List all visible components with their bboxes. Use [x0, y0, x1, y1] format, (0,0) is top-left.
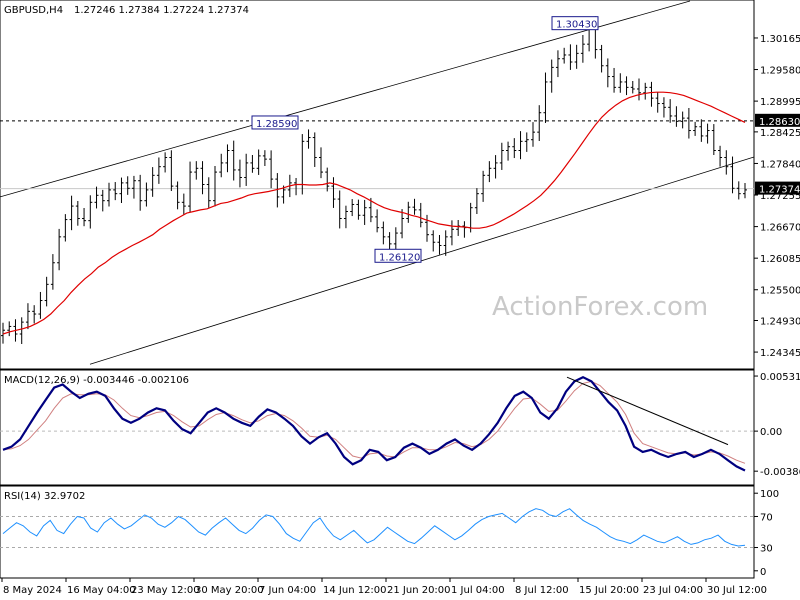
ohlc-readout: 1.27246 1.27384 1.27224 1.27374 [74, 5, 249, 16]
price-annotation-label: 1.30430 [556, 20, 597, 31]
macd-tick-label: 0.005313 [760, 372, 800, 383]
time-tick-label: 8 Jul 12:00 [515, 585, 569, 596]
time-tick-label: 23 Jul 04:00 [643, 585, 703, 596]
macd-signal-line [2, 380, 746, 464]
price-tick-label: 1.24345 [760, 348, 800, 359]
price-tick-label: 1.30165 [760, 34, 800, 45]
moving-average-line [2, 91, 746, 335]
rsi-tick-label: 30 [760, 544, 773, 555]
price-panel-title: GBPUSD,H4 [4, 5, 63, 16]
macd-title: MACD(12,26,9) -0.003446 -0.002106 [4, 375, 189, 386]
price-annotation-label: 1.28590 [256, 119, 297, 130]
time-tick-label: 15 Jul 20:00 [579, 585, 639, 596]
price-tick-label: 1.28425 [760, 128, 800, 139]
trend-channel [0, 0, 755, 365]
rsi-line [2, 508, 746, 547]
rsi-panel: 100 70 30 0 RSI(14) 32.9702 [0, 485, 779, 579]
price-tick-label: 1.25500 [760, 286, 800, 297]
rsi-panel-frame [0, 485, 755, 579]
time-tick-label: 30 Jul 12:00 [707, 585, 767, 596]
price-annotations: 1.30430 1.28590 1.26120 [251, 16, 599, 263]
price-tick-label: 1.27255 [760, 191, 800, 202]
price-axis: 1.30165 1.29580 1.28995 1.28425 1.27840 1.272… [754, 34, 800, 359]
time-tick-label: 30 May 20:00 [195, 585, 264, 596]
macd-axis: 0.005313 0.00 -0.003863 [754, 372, 800, 478]
channel-lower-line [89, 156, 755, 365]
channel-upper-line [0, 0, 691, 198]
level-box [755, 113, 800, 127]
rsi-tick-label: 0 [760, 567, 766, 578]
price-panel: ActionForex.com 1.30165 1.29580 1.28995 1.2… [0, 0, 800, 370]
time-tick-label: 1 Jul 04:00 [451, 585, 505, 596]
price-annotation-box [551, 16, 599, 31]
time-tick-label: 8 May 2024 [3, 585, 62, 596]
time-tick-label: 16 May 04:00 [67, 585, 136, 596]
price-tick-label: 1.28995 [760, 97, 800, 108]
macd-tick-label: 0.00 [760, 427, 782, 438]
price-tick-label: 1.24930 [760, 317, 800, 328]
rsi-title: RSI(14) 32.9702 [4, 491, 85, 502]
watermark: ActionForex.com [492, 292, 708, 322]
price-panel-frame [0, 0, 755, 370]
macd-trendline [566, 376, 729, 446]
rsi-axis: 100 70 30 0 [0, 489, 779, 578]
time-tick-label: 21 Jun 20:00 [387, 585, 451, 596]
price-annotation-label: 1.26120 [379, 252, 420, 263]
current-price-label: 1.27374 [759, 185, 800, 196]
macd-main-line [2, 375, 746, 472]
level-lines: 1.27374 1.28630 [0, 113, 800, 196]
time-tick-label: 23 May 12:00 [131, 585, 200, 596]
time-tick-label: 7 Jun 04:00 [259, 585, 316, 596]
macd-tick-label: -0.003863 [760, 467, 800, 478]
rsi-tick-label: 100 [760, 489, 779, 500]
price-annotation-box [251, 115, 299, 130]
time-tick-label: 14 Jun 12:00 [323, 585, 387, 596]
price-tick-label: 1.29580 [760, 66, 800, 77]
price-tick-label: 1.26670 [760, 223, 800, 234]
level-label: 1.28630 [759, 117, 800, 128]
rsi-tick-label: 70 [760, 512, 773, 523]
price-tick-label: 1.26085 [760, 254, 800, 265]
macd-panel-frame [0, 369, 755, 486]
price-tick-label: 1.27840 [760, 159, 800, 170]
current-price-box [755, 181, 800, 195]
price-annotation-box [374, 248, 422, 263]
macd-panel: 0.005313 0.00 -0.003863 MACD(12,26,9) -0.0… [0, 369, 800, 486]
